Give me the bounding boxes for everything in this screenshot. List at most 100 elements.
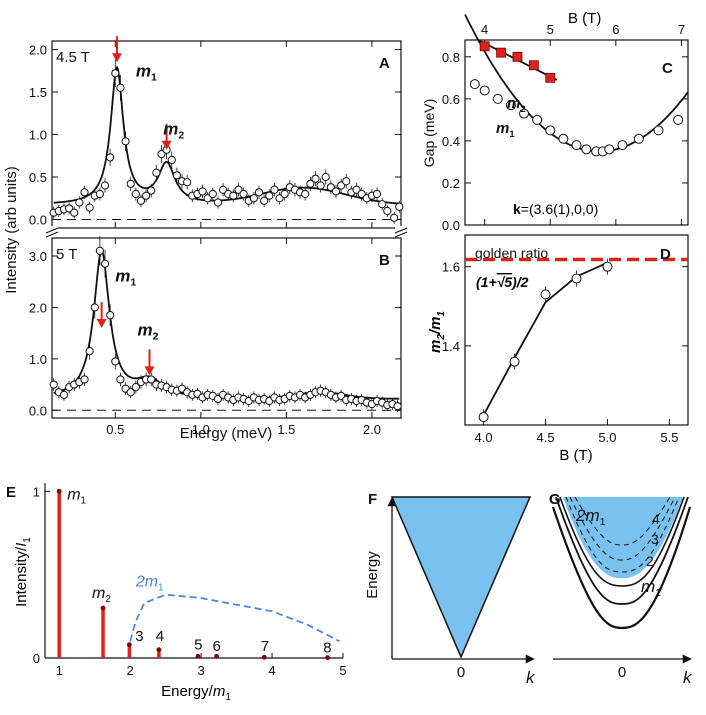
panel-A-arrow-head [112,53,123,63]
panel-D-label: D [660,246,671,263]
panel-A-ytick-label: 2.0 [29,43,47,58]
panel-A-peak-label: m1 [136,62,157,84]
panel-D-point [478,412,489,423]
panel-B-data-point [131,383,140,392]
axis-break-mark [394,227,408,234]
panel-B-data-point [111,357,120,366]
panel-A-data-point [126,179,135,188]
panel-E-continuum-label-main: 2m [135,573,158,590]
panel-C-m1-point [519,108,530,119]
panel-B-data-point [393,402,402,411]
panel-A-data-point [352,185,361,194]
panel-E-m1-label-sub: 1 [81,495,87,506]
panel-G-branch-label-2: 2 [646,553,654,569]
panel-D-ylabel-part: 1 [436,311,447,317]
panel-G-dashed-branch [569,496,676,561]
panel-E-ylabel-part: 1 [22,537,33,543]
panel-D-point [571,273,582,284]
panel-A-data-point [337,181,346,190]
panel-A-data-point [167,155,176,165]
panel-C-m2-point [528,60,539,71]
panel-D-ylabel-part: m [427,340,444,353]
panel-AB-ylabel: Intensity (arb units) [3,166,20,294]
panel-B-data-point [85,347,94,356]
panel-A-peak-label-sub: 2 [178,130,184,142]
panel-A-ytick-label: 0.0 [29,213,47,228]
panel-B-xlabel: Energy (meV) [180,425,273,442]
panel-C-xtick-label: 5 [547,22,554,37]
panel-B-data-point [100,259,110,268]
panel-A-data-point [275,194,284,203]
panel-B-frame [51,237,402,419]
panel-D-ylabel: m2/m1 [427,311,447,353]
panel-B-xtick-label: 1.5 [277,422,295,437]
panel-B-data-point [90,303,99,312]
panel-A-data-point [141,191,151,200]
panel-A-peak-label: m2 [163,120,184,142]
panel-C-m1-label: m1 [496,120,515,139]
panel-C-m1-point [617,140,628,151]
panel-A-peak-label-main: m [163,120,178,139]
panel-D-formula-part: (1+ [476,274,497,290]
panel-D-frame [464,234,689,426]
panel-A-data-point [301,189,310,199]
panel-E-xtick-label: 2 [127,663,134,678]
panel-G-dashed-branch [565,496,680,573]
panel-A-data-point [331,187,341,196]
panel-D-golden-formula: (1+√5)/2 [476,274,529,290]
panel-A-ytick-label: 1.0 [29,128,47,143]
panel-C-m1-point [571,140,582,151]
panel-G-continuum-label: 2m1 [575,506,606,528]
panel-A-data-point [326,183,335,192]
panel-E-mode-label: 7 [261,638,269,655]
panel-E-bar-tip [100,605,106,611]
panel-B-data-point [80,375,89,384]
panel-B-arrow-head [144,366,155,376]
panel-A-data-point [306,179,315,188]
panel-C-xtick-label: 6 [612,22,619,37]
panel-E-m2-label: m2 [92,585,111,605]
panel-A-data-point [372,189,382,199]
panel-D-formula-part: √5 [497,274,513,290]
panel-G-branch-2 [555,496,689,605]
panel-E-mode-label: 6 [213,638,221,655]
panel-E-continuum [129,593,340,643]
panel-A-data-point [239,189,248,199]
panel-A-field-label: 4.5 T [56,49,90,66]
panel-B-data-point [147,375,156,384]
panel-A-data-point [131,189,140,199]
panel-A-data-point [357,189,366,199]
panel-A-data-point [116,83,125,92]
panel-E-mode-label: 5 [194,636,202,653]
panel-E-xlabel: Energy/m1 [161,683,231,703]
panel-A-data-point [147,186,156,195]
panel-A-data-point [383,206,392,216]
panel-B-xtick-label: 2.0 [363,422,381,437]
panel-E-ytick-label: 0 [33,651,40,666]
panel-G-branch-label-3: 3 [651,531,659,547]
panel-C-xtick-label: 7 [678,22,685,37]
panel-A-data-point [65,204,74,213]
panel-G-continuum-edge [559,496,685,587]
axis-break-mark [45,227,59,234]
panel-C-ytick-label: 0.0 [442,218,460,233]
panel-D-xtick-label: 5.5 [660,430,678,445]
panel-C-m1-point [505,100,516,111]
panel-A-data-point [234,185,243,194]
panel-B-arrow-head [96,319,107,328]
panel-E-m2-label-sub: 2 [105,594,111,605]
panel-G-continuum-label-main: 2m [575,506,600,525]
panel-A-data-point [342,177,351,186]
panel-C-k-annotation: k=(3.6(1),0,0) [513,201,598,217]
panel-C-m1-point [633,133,644,144]
panel-C-k-symbol: k [513,201,521,217]
panel-C-xtick-label: 4 [481,22,488,37]
panel-D-formula-part: )/2 [510,274,529,290]
panel-A-data-point [70,208,79,217]
panel-A-data-point [136,196,146,205]
panel-G-label: G [549,491,561,508]
panel-C-m1-point [545,125,556,136]
panel-A-peak-label-sub: 1 [151,72,157,84]
panel-A-arrow-head [161,140,172,150]
panel-E-xtick-label: 4 [268,663,275,678]
